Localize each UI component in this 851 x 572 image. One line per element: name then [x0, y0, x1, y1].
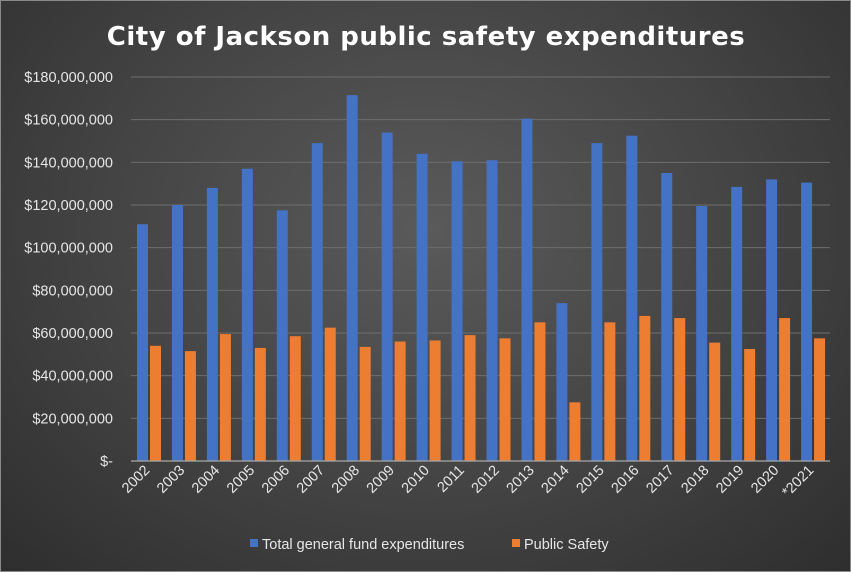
x-tick-label: 2018	[678, 463, 712, 497]
x-tick-label: 2004	[189, 463, 223, 497]
bar-total	[731, 186, 743, 461]
bar-public-safety	[709, 342, 721, 461]
y-tick-label: $80,000,000	[32, 283, 113, 299]
bar-total	[801, 182, 813, 461]
bar-public-safety	[254, 347, 266, 461]
x-tick-label: 2002	[119, 463, 153, 497]
x-tick-label: 2017	[643, 463, 677, 497]
y-tick-label: $180,000,000	[24, 70, 113, 86]
bar-total	[346, 95, 358, 461]
y-tick-label: $100,000,000	[24, 241, 113, 257]
legend-label-public-safety: Public Safety	[524, 537, 609, 553]
legend-swatch-public-safety	[512, 539, 520, 547]
bar-public-safety	[429, 340, 441, 461]
bar-public-safety	[324, 327, 336, 461]
bar-public-safety	[779, 318, 791, 461]
bar-public-safety	[744, 349, 756, 461]
bar-total	[416, 153, 428, 462]
x-tick-label: 2019	[713, 463, 747, 497]
bar-total	[311, 143, 323, 461]
x-tick-label: 2006	[259, 463, 293, 497]
x-tick-label: 2013	[504, 463, 538, 497]
bar-total	[521, 118, 533, 461]
y-tick-label: $140,000,000	[24, 155, 113, 171]
x-tick-label: 2011	[434, 463, 467, 496]
x-tick-label: 2014	[539, 463, 573, 497]
x-tick-label: 2015	[574, 463, 608, 497]
bar-total	[241, 168, 253, 461]
bar-total	[696, 206, 708, 461]
bar-total	[626, 135, 638, 461]
bar-public-safety	[569, 402, 581, 461]
bar-public-safety	[814, 338, 826, 461]
bar-total	[486, 160, 498, 461]
bar-total	[661, 173, 673, 461]
y-tick-label: $40,000,000	[32, 369, 113, 385]
bar-public-safety	[289, 336, 301, 461]
chart-title: City of Jackson public safety expenditur…	[107, 22, 745, 52]
x-tick-label: 2007	[294, 463, 328, 497]
legend-label-total: Total general fund expenditures	[262, 537, 464, 553]
x-axis-ticks: 2002 2003 2004 2005 2006 2007 2008 2009 2010 2011…	[119, 463, 817, 501]
x-tick-label: 2012	[469, 463, 503, 497]
y-tick-label: $-	[100, 454, 113, 470]
bar-total	[556, 303, 568, 461]
gridlines	[131, 76, 830, 419]
bar-public-safety	[359, 346, 371, 461]
x-tick-label: 2003	[154, 463, 188, 497]
bar-total	[206, 187, 218, 461]
bar-public-safety	[464, 335, 476, 461]
y-tick-label: $60,000,000	[32, 326, 113, 342]
bar-public-safety	[150, 345, 161, 461]
bar-public-safety	[499, 338, 511, 461]
bar-public-safety	[604, 322, 616, 461]
y-tick-label: $160,000,000	[24, 113, 113, 129]
x-tick-label: *2021	[779, 463, 817, 501]
bar-total	[591, 143, 603, 461]
bar-total	[451, 161, 463, 461]
x-tick-label: 2020	[748, 463, 782, 497]
bar-public-safety	[394, 341, 406, 461]
x-tick-label: 2016	[608, 463, 642, 497]
x-tick-label: 2009	[364, 463, 398, 497]
bar-public-safety	[674, 318, 686, 461]
bar-total	[137, 224, 148, 461]
legend: Total general fund expenditures Public S…	[250, 537, 609, 553]
x-tick-label: 2010	[399, 463, 433, 497]
bar-public-safety	[184, 351, 196, 461]
bar-public-safety	[639, 315, 651, 461]
bars	[137, 95, 826, 462]
bar-public-safety	[534, 322, 546, 461]
bar-total	[381, 132, 393, 461]
legend-swatch-total	[250, 539, 258, 547]
bar-total	[276, 210, 288, 461]
y-tick-label: $120,000,000	[24, 198, 113, 214]
bar-total	[171, 205, 183, 461]
y-axis-ticks: $- $20,000,000 $40,000,000 $60,000,000 $80,0…	[24, 70, 113, 470]
y-tick-label: $20,000,000	[32, 411, 113, 427]
bar-total	[766, 179, 778, 461]
x-tick-label: 2008	[329, 463, 363, 497]
bar-public-safety	[219, 334, 231, 461]
x-tick-label: 2005	[224, 463, 258, 497]
